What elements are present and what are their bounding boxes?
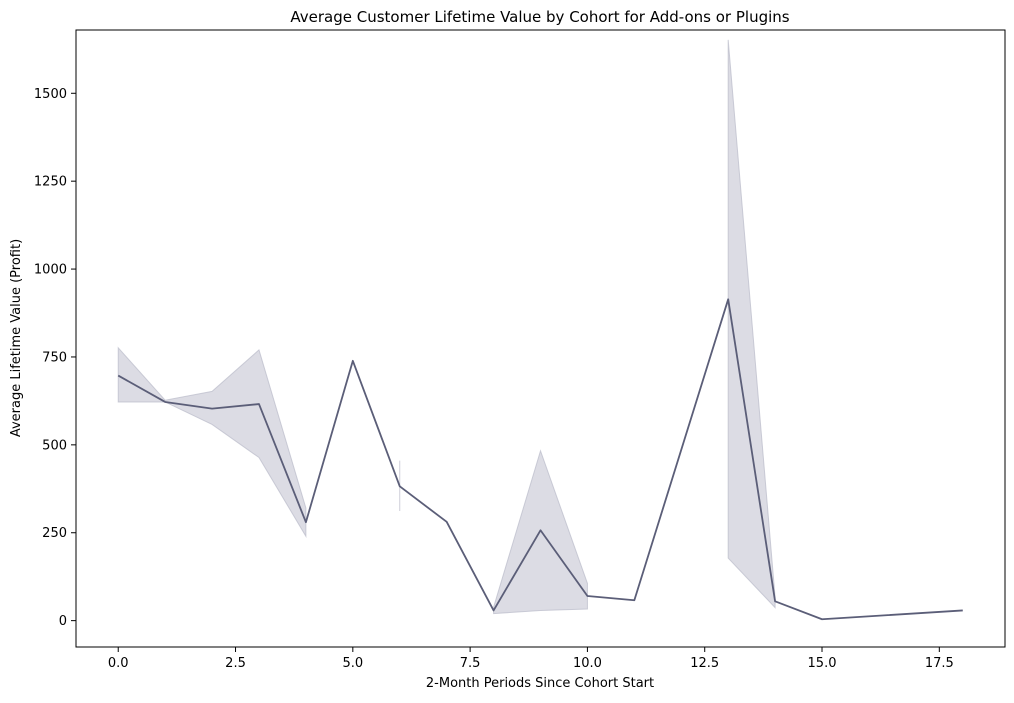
x-axis-label: 2-Month Periods Since Cohort Start [426,676,654,691]
x-tick-label: 12.5 [690,656,719,671]
x-axis-ticks: 0.0 2.5 5.0 7.5 10.0 12.5 15.0 17.5 [108,647,954,671]
x-tick-label: 0.0 [108,656,129,671]
confidence-band-2 [493,449,588,615]
confidence-band-0 [117,346,307,539]
y-tick-label: 250 [42,526,67,541]
y-tick-label: 750 [42,350,67,365]
chart-title: Average Customer Lifetime Value by Cohor… [290,8,789,26]
x-tick-label: 10.0 [573,656,602,671]
series-line [117,298,963,621]
y-axis-label: Average Lifetime Value (Profit) [9,239,24,437]
y-tick-label: 500 [42,438,67,453]
confidence-bands [117,39,776,615]
x-tick-label: 5.0 [342,656,363,671]
y-tick-label: 0 [59,614,67,629]
y-tick-label: 1000 [34,263,67,278]
x-tick-label: 15.0 [808,656,837,671]
series-layer [117,298,963,621]
plot-frame [75,29,1006,648]
y-tick-label: 1500 [34,87,67,102]
x-tick-label: 2.5 [225,656,246,671]
x-tick-label: 17.5 [925,656,954,671]
confidence-band-3 [727,39,776,609]
y-tick-label: 1250 [34,175,67,190]
x-tick-label: 7.5 [460,656,481,671]
y-axis-ticks: 0 250 500 750 1000 1250 1500 [34,87,76,629]
